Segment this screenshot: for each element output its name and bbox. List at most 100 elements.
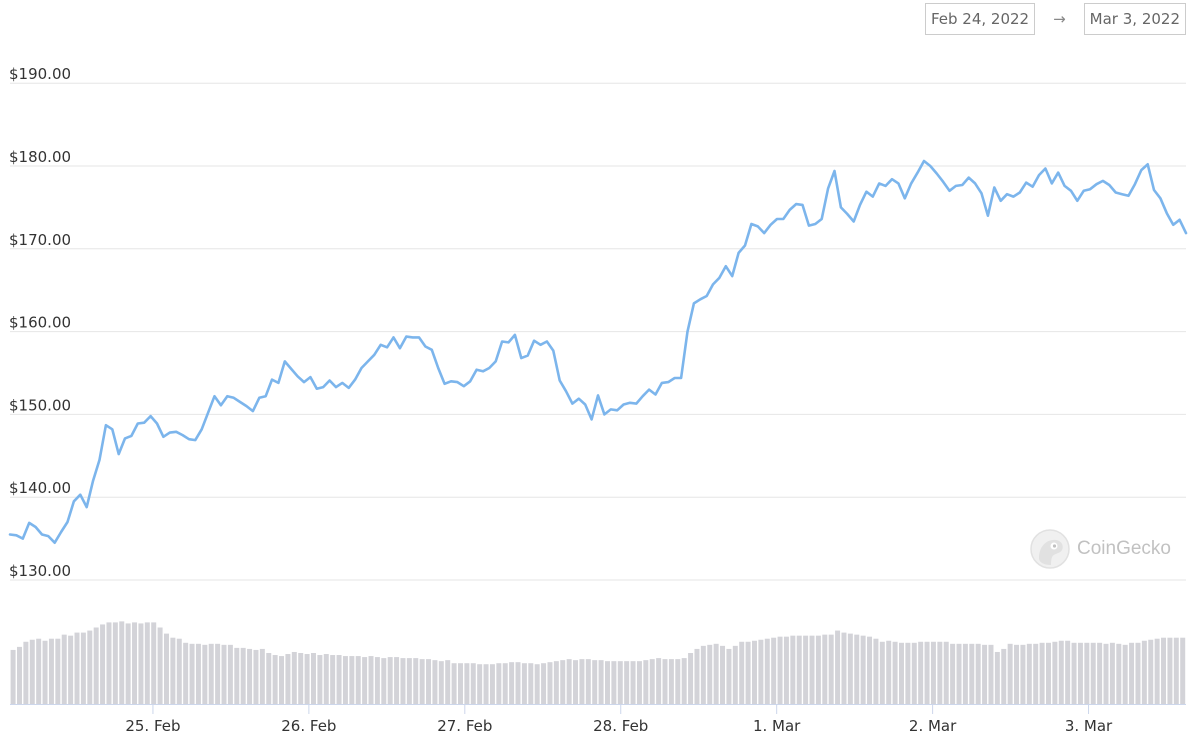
volume-bar [502, 663, 508, 704]
volume-bar [604, 661, 610, 704]
volume-bar [355, 656, 361, 704]
volume-bar [394, 657, 400, 704]
volume-bar [962, 643, 968, 704]
volume-bar [815, 635, 821, 704]
volume-bar [1167, 637, 1173, 704]
volume-bar [106, 622, 112, 704]
coingecko-watermark: CoinGecko [1029, 528, 1171, 570]
volume-bar [1001, 648, 1007, 704]
y-axis-ticks: $130.00 $140.00 $150.00 $160.00 $170.00 $180.… [9, 65, 71, 580]
date-range-picker: Feb 24, 2022 → Mar 3, 2022 [924, 3, 1186, 35]
volume-bar [1007, 643, 1013, 704]
volume-bar [100, 624, 106, 704]
volume-bar [847, 633, 853, 704]
volume-bar [432, 660, 438, 704]
volume-bar [259, 648, 265, 704]
volume-bar [1077, 642, 1083, 704]
volume-bar [1129, 642, 1135, 704]
volume-bar [247, 648, 253, 704]
volume-bar [112, 622, 118, 704]
volume-bar [1148, 639, 1154, 704]
volume-bar [381, 658, 387, 704]
volume-bar [240, 647, 246, 704]
volume-bar [1065, 640, 1071, 704]
volume-bar [688, 653, 694, 704]
volume-bar [16, 646, 22, 704]
y-tick-label: $160.00 [9, 314, 71, 332]
y-tick-label: $170.00 [9, 231, 71, 249]
volume-bar [93, 627, 99, 704]
watermark-label: CoinGecko [1077, 538, 1171, 559]
volume-bar [362, 657, 368, 704]
volume-bar [406, 658, 412, 704]
volume-bar [918, 641, 924, 704]
volume-bar [1103, 643, 1109, 704]
volume-bar [374, 657, 380, 704]
volume-bar [835, 630, 841, 704]
volume-bar [1052, 641, 1058, 704]
y-tick-label: $140.00 [9, 479, 71, 497]
volume-bar [624, 661, 630, 704]
volume-bar [1122, 644, 1128, 704]
volume-bar [400, 658, 406, 704]
volume-bar [911, 642, 917, 704]
volume-bar [132, 622, 138, 704]
volume-bar [266, 653, 272, 704]
volume-bar [1058, 640, 1064, 704]
volume-bar [643, 660, 649, 704]
volume-bar [681, 658, 687, 704]
volume-bar [745, 641, 751, 704]
volume-bar [892, 641, 898, 704]
volume-bar [758, 639, 764, 704]
volume-bar [860, 635, 866, 704]
volume-bar [905, 642, 911, 704]
volume-bar [202, 644, 208, 704]
price-line-layer [8, 159, 1188, 545]
volume-bar [1109, 642, 1115, 704]
volume-bar [1180, 637, 1186, 704]
volume-bar [969, 643, 975, 704]
volume-bar [764, 638, 770, 704]
volume-bar [796, 635, 802, 704]
volume-bar [598, 660, 604, 704]
volume-bar [668, 659, 674, 704]
volume-bar [790, 635, 796, 704]
volume-bar [29, 639, 35, 704]
volume-bar [464, 663, 470, 704]
y-tick-label: $180.00 [9, 148, 71, 166]
volume-bar [726, 648, 732, 704]
volume-bar [617, 661, 623, 704]
x-tick-label: 27. Feb [437, 717, 492, 735]
volume-bar [1097, 642, 1103, 704]
volume-bar [879, 641, 885, 704]
x-tick-label: 25. Feb [125, 717, 180, 735]
x-tick-label: 1. Mar [753, 717, 801, 735]
volume-bar [119, 621, 125, 704]
volume-bar [898, 642, 904, 704]
volume-bar [1154, 638, 1160, 704]
y-tick-label: $150.00 [9, 396, 71, 414]
volume-bar [1116, 643, 1122, 704]
end-date-field[interactable]: Mar 3, 2022 [1083, 3, 1186, 35]
volume-bar [208, 643, 214, 704]
volume-bar [227, 644, 233, 704]
volume-bar [87, 630, 93, 704]
volume-bar [176, 638, 182, 704]
x-axis: 25. Feb 26. Feb 27. Feb 28. Feb 1. Mar 2. Mar… [10, 704, 1186, 735]
volume-bar [662, 659, 668, 704]
start-date-field[interactable]: Feb 24, 2022 [924, 3, 1036, 35]
volume-bar [10, 649, 16, 704]
volume-bar [74, 632, 80, 704]
volume-bar [426, 659, 432, 704]
volume-bar [956, 643, 962, 704]
volume-bar [285, 654, 291, 704]
volume-bar [336, 655, 342, 704]
volume-bar [138, 623, 144, 704]
volume-bar [489, 664, 495, 704]
volume-bar [713, 643, 719, 704]
volume-bar [310, 653, 316, 704]
volume-bar [36, 638, 42, 704]
volume-bar [183, 642, 189, 704]
volume-bar [636, 661, 642, 704]
